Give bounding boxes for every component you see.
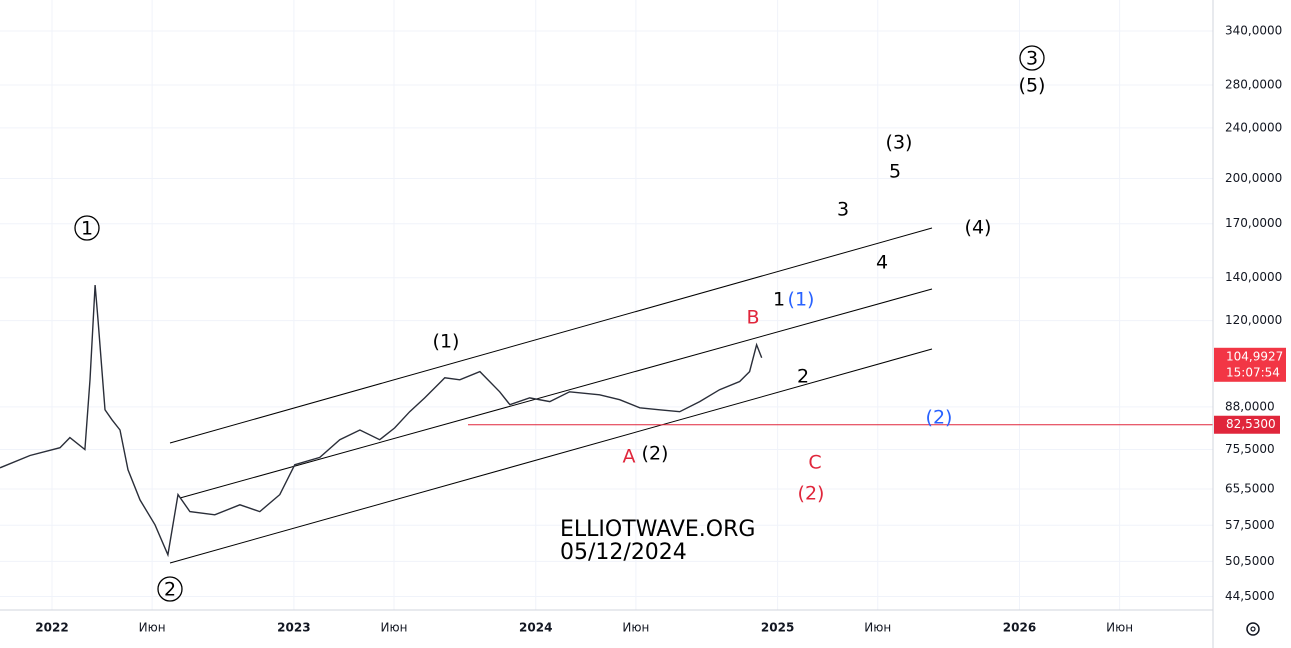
wave-label: (2) xyxy=(798,483,825,505)
y-tick-label: 44,5000 xyxy=(1225,589,1275,603)
wave-circle xyxy=(1019,45,1045,71)
y-tick-label: 65,5000 xyxy=(1225,482,1275,496)
price-axis-bg xyxy=(1213,0,1291,648)
wave-label: (1) xyxy=(433,331,460,353)
marks xyxy=(0,284,1213,558)
wave-label: C xyxy=(808,452,821,474)
x-tick-label: Июн xyxy=(381,621,408,635)
y-tick-label: 240,0000 xyxy=(1225,120,1282,134)
x-tick-label: 2024 xyxy=(519,621,552,635)
countdown-label: 15:07:54 xyxy=(1226,365,1280,379)
y-tick-label: 280,0000 xyxy=(1225,77,1282,91)
x-tick-label: Июн xyxy=(622,621,649,635)
price-label: 104,9927 xyxy=(1226,349,1283,363)
wave-label: (1) xyxy=(788,289,815,311)
level-label: 82,5300 xyxy=(1226,417,1276,431)
wave-label: 2 xyxy=(164,579,176,601)
wave-circle xyxy=(157,576,183,602)
y-tick-label: 88,0000 xyxy=(1225,399,1275,413)
y-tick-label: 57,5000 xyxy=(1225,518,1275,532)
level-label-bg xyxy=(1214,415,1280,434)
watermark: ELLIOTWAVE.ORG xyxy=(560,517,755,542)
wave-label: 4 xyxy=(876,252,888,274)
wave-label: 1 xyxy=(773,289,785,311)
wave-label: 3 xyxy=(837,199,849,221)
watermark: 05/12/2024 xyxy=(560,540,687,565)
channel-line xyxy=(169,227,933,444)
price-label-bg xyxy=(1214,347,1286,382)
x-tick-label: Июн xyxy=(1106,621,1133,635)
wave-label: (2) xyxy=(642,443,669,465)
wave-label: B xyxy=(746,307,759,329)
wave-label: 3 xyxy=(1026,48,1038,70)
wave-label: (5) xyxy=(1019,75,1046,97)
channel-line xyxy=(169,348,933,564)
time-axis-bg xyxy=(0,610,1213,648)
y-tick-label: 140,0000 xyxy=(1225,270,1282,284)
price-line xyxy=(0,284,763,558)
wave-label: (2) xyxy=(926,407,953,429)
x-tick-label: 2023 xyxy=(277,621,310,635)
y-tick-label: 340,0000 xyxy=(1225,23,1282,37)
wave-label: 2 xyxy=(797,366,809,388)
x-tick-label: 2025 xyxy=(761,621,794,635)
y-tick-label: 170,0000 xyxy=(1225,216,1282,230)
y-tick-label: 120,0000 xyxy=(1225,313,1282,327)
x-tick-label: 2026 xyxy=(1003,621,1036,635)
channel-line xyxy=(179,288,933,499)
wave-label: (4) xyxy=(965,217,992,239)
wave-label: 5 xyxy=(889,161,901,183)
x-tick-label: 2022 xyxy=(35,621,68,635)
wave-label: 1 xyxy=(81,218,93,240)
wave-label: A xyxy=(623,446,636,468)
gear-icon-center[interactable] xyxy=(1250,626,1256,632)
x-tick-label: Июн xyxy=(139,621,166,635)
y-tick-label: 200,0000 xyxy=(1225,171,1282,185)
wave-circle xyxy=(74,215,100,241)
x-tick-label: Июн xyxy=(864,621,891,635)
y-tick-label: 50,5000 xyxy=(1225,554,1275,568)
gear-icon[interactable] xyxy=(1246,622,1260,636)
settings-button[interactable] xyxy=(1246,622,1260,636)
y-tick-label: 75,5000 xyxy=(1225,442,1275,456)
grid xyxy=(0,0,1213,610)
axes: 340,0000 280,0000 240,0000 200,0000 170,0000… xyxy=(35,23,1286,635)
wave-label: (3) xyxy=(886,132,913,154)
